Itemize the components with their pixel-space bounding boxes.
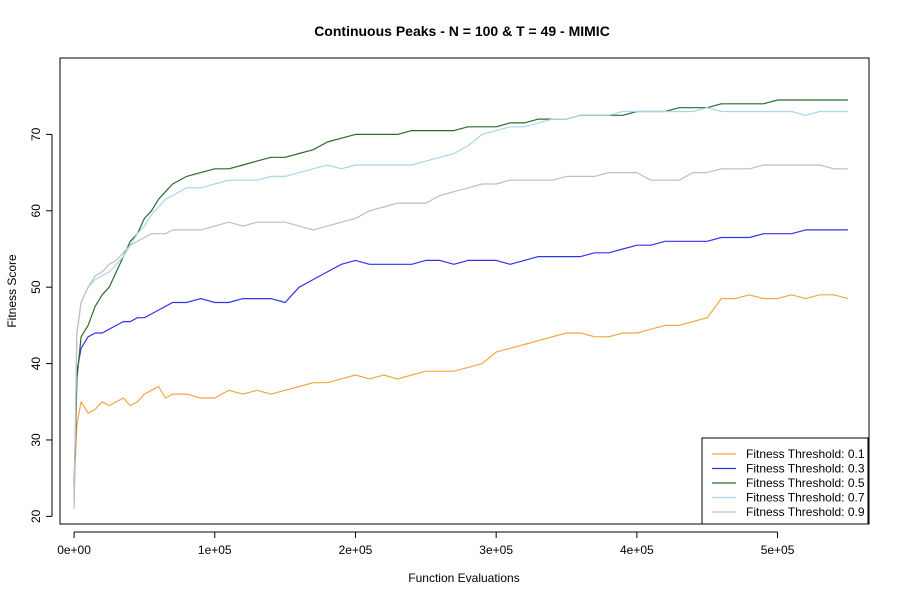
series-line-4 (73, 164, 848, 509)
legend-label: Fitness Threshold: 0.9 (746, 505, 865, 519)
y-axis-label: Fitness Score (5, 254, 19, 328)
y-tick-label: 40 (29, 357, 43, 371)
legend-label: Fitness Threshold: 0.1 (746, 447, 865, 461)
x-axis: 0e+00 1e+05 2e+05 3e+05 4e+05 5e+05 (57, 531, 795, 557)
legend-box (701, 437, 869, 525)
x-tick-label: 1e+05 (198, 543, 232, 557)
plot-frame (59, 57, 870, 525)
x-tick-label: 3e+05 (479, 543, 513, 557)
series-line-2 (73, 99, 848, 502)
y-tick-label: 50 (29, 280, 43, 294)
chart-title: Continuous Peaks - N = 100 & T = 49 - MI… (314, 23, 610, 39)
x-tick-label: 0e+00 (57, 543, 91, 557)
y-tick-label: 70 (29, 127, 43, 141)
x-axis-label: Function Evaluations (408, 571, 519, 585)
series-line-0 (73, 294, 849, 486)
legend-label: Fitness Threshold: 0.3 (746, 462, 865, 476)
y-axis: 20 30 40 50 60 70 (29, 127, 53, 523)
x-tick-label: 5e+05 (761, 543, 795, 557)
y-tick-label: 30 (29, 433, 43, 447)
legend-label: Fitness Threshold: 0.7 (746, 491, 865, 505)
y-tick-label: 60 (29, 204, 43, 218)
series-line-1 (73, 229, 848, 486)
x-tick-label: 2e+05 (339, 543, 373, 557)
plot-series (73, 99, 849, 509)
x-tick-label: 4e+05 (620, 543, 654, 557)
series-line-3 (73, 107, 848, 502)
y-tick-label: 20 (29, 509, 43, 523)
legend-label: Fitness Threshold: 0.5 (746, 476, 865, 490)
